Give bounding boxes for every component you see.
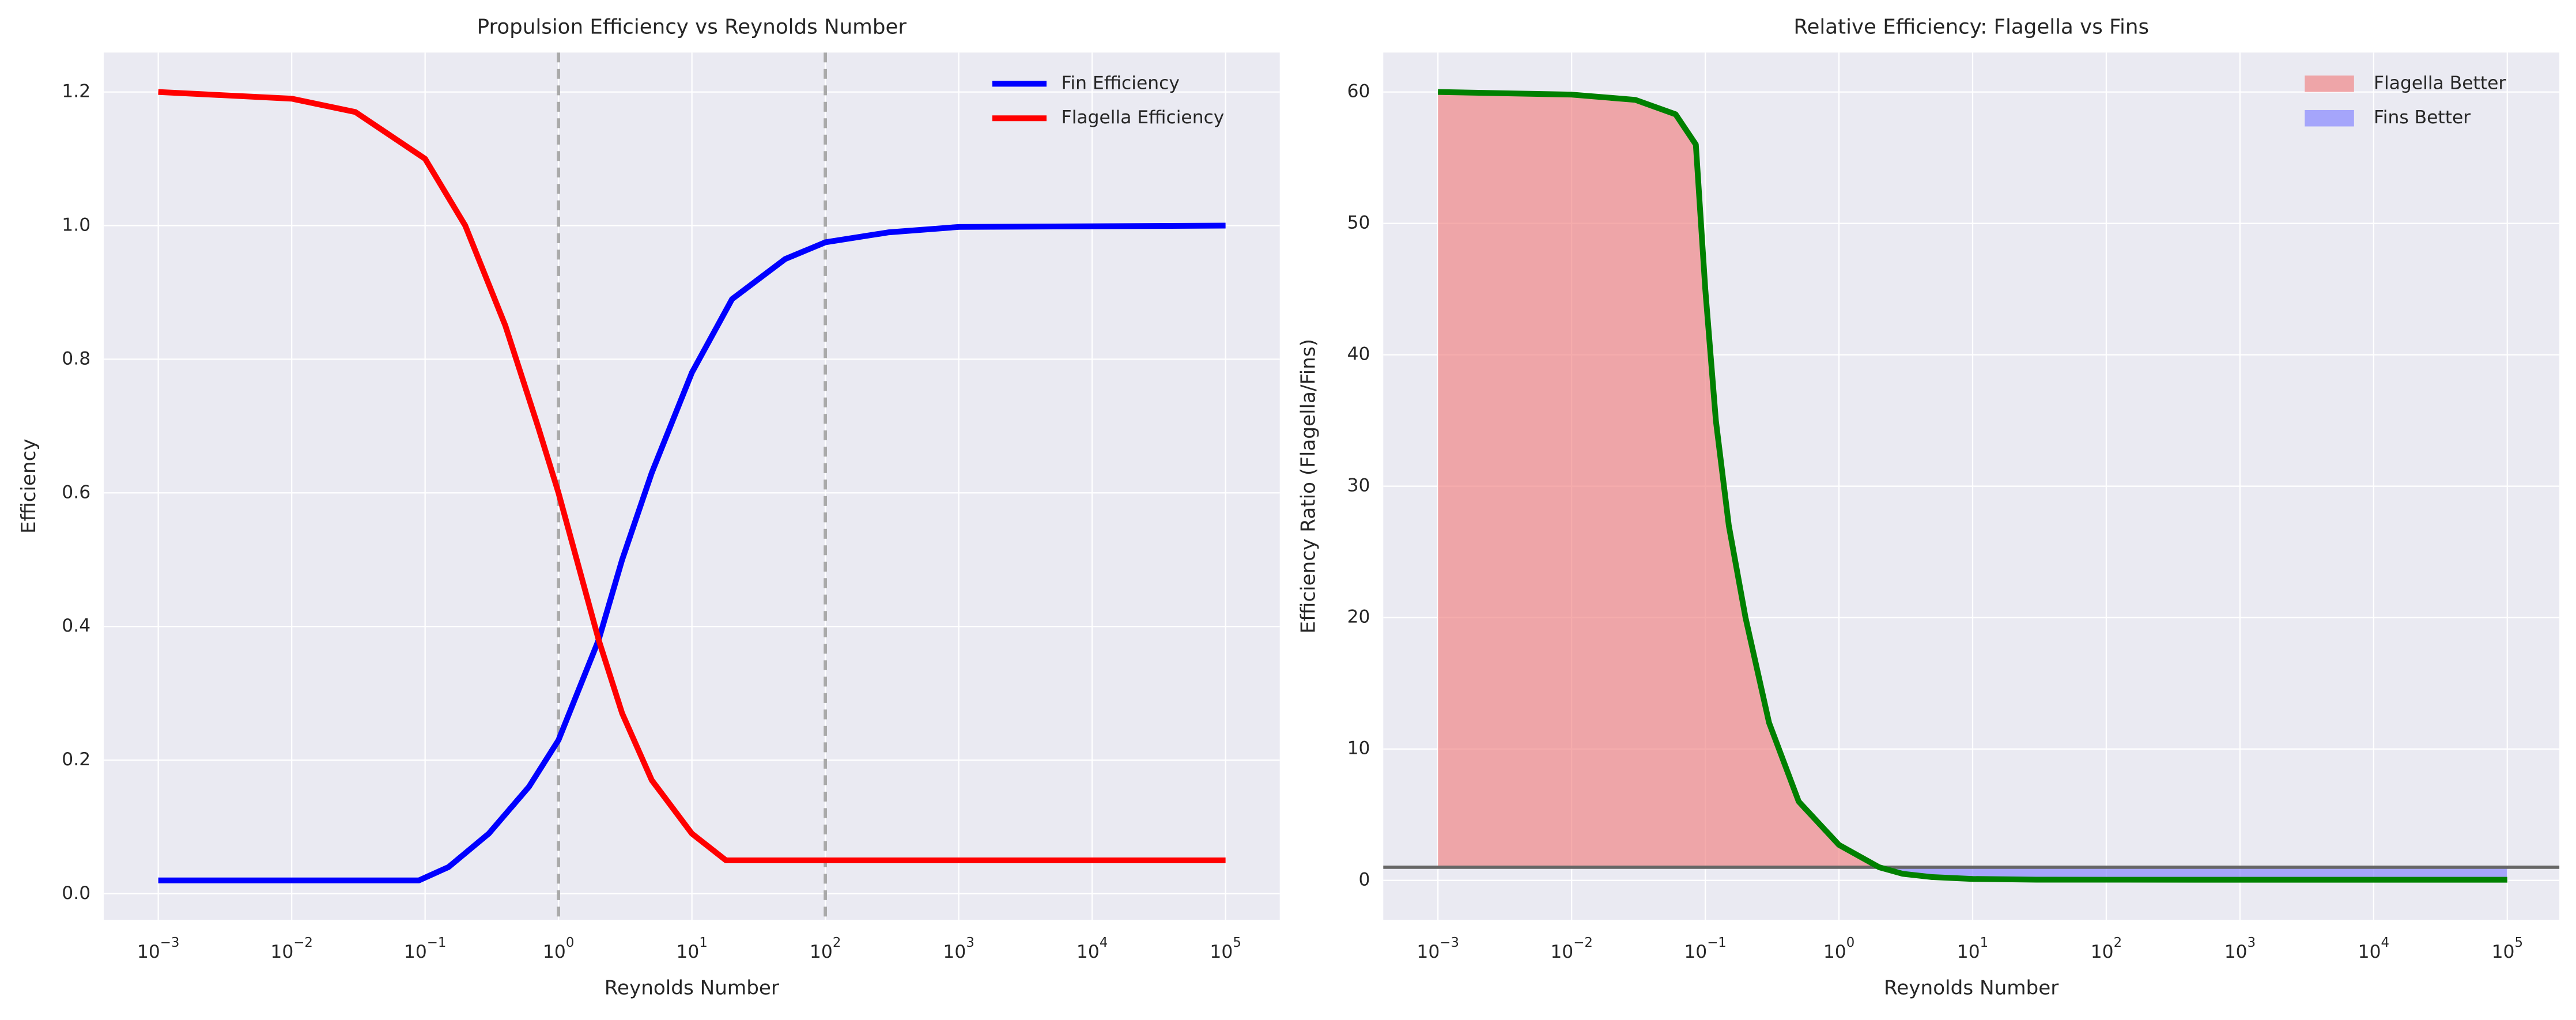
x-tick-label: 10−3 (137, 935, 180, 963)
line-series (158, 222, 1226, 883)
x-tick-label: 101 (676, 935, 707, 963)
tick-exponent: 3 (966, 935, 975, 950)
y-axis-label: Efficiency Ratio (Flagella/Fins) (1297, 339, 1320, 633)
tick-exponent: −2 (1573, 935, 1593, 950)
y-tick-label: 50 (1347, 213, 1370, 233)
x-tick-label: 102 (810, 935, 841, 963)
x-tick-label: 10−1 (1684, 935, 1726, 963)
tick-exponent: −3 (1440, 935, 1459, 950)
x-tick-label: 105 (1210, 935, 1241, 963)
y-tick-label: 0.6 (62, 482, 90, 503)
x-tick-label: 104 (1077, 935, 1108, 963)
tick-exponent: 4 (2381, 935, 2390, 950)
tick-exponent: −1 (427, 935, 447, 950)
legend-label: Flagella Efficiency (1062, 107, 1225, 128)
y-tick-label: 0 (1359, 870, 1370, 890)
x-tick-label: 100 (543, 935, 574, 963)
legend-label: Fins Better (2374, 107, 2471, 128)
tick-base: 10 (2224, 942, 2248, 962)
tick-base: 10 (137, 942, 160, 962)
tick-base: 10 (1550, 942, 1573, 962)
x-tick-label: 10−2 (1550, 935, 1593, 963)
tick-base: 10 (2492, 942, 2515, 962)
tick-base: 10 (943, 942, 966, 962)
tick-exponent: 5 (1233, 935, 1241, 950)
tick-exponent: 4 (1100, 935, 1108, 950)
tick-base: 10 (2091, 942, 2114, 962)
tick-exponent: 1 (699, 935, 708, 950)
legend-swatch (2305, 109, 2354, 127)
tick-base: 10 (1684, 942, 1707, 962)
legend-label: Fin Efficiency (1062, 73, 1180, 93)
y-tick-label: 40 (1347, 344, 1370, 365)
x-tick-label: 10−3 (1417, 935, 1459, 963)
x-tick-label: 103 (2224, 935, 2256, 963)
y-tick-label: 30 (1347, 475, 1370, 496)
tick-exponent: 5 (2515, 935, 2524, 950)
tick-base: 10 (2358, 942, 2381, 962)
y-tick-label: 20 (1347, 607, 1370, 628)
tick-base: 10 (1417, 942, 1440, 962)
x-tick-label: 10−2 (270, 935, 312, 963)
y-tick-label: 10 (1347, 738, 1370, 759)
tick-exponent: −1 (1707, 935, 1727, 950)
fill-area (1438, 867, 2507, 880)
tick-base: 10 (1210, 942, 1233, 962)
x-tick-label: 103 (943, 935, 974, 963)
x-axis-label: Reynolds Number (1884, 976, 2059, 999)
y-tick-label: 0.4 (62, 615, 90, 636)
line-series (158, 89, 1226, 863)
y-tick-label: 60 (1347, 81, 1370, 102)
x-tick-label: 104 (2358, 935, 2389, 963)
y-tick-label: 0.8 (62, 348, 90, 369)
y-tick-label: 0.0 (62, 883, 90, 904)
chart-title: Relative Efficiency: Flagella vs Fins (1793, 15, 2149, 39)
tick-base: 10 (1823, 942, 1846, 962)
x-tick-label: 101 (1957, 935, 1988, 963)
x-axis-label: Reynolds Number (605, 976, 780, 999)
y-axis-label: Efficiency (17, 439, 40, 534)
tick-base: 10 (810, 942, 833, 962)
tick-base: 10 (543, 942, 566, 962)
x-tick-label: 102 (2091, 935, 2122, 963)
legend-swatch (2305, 75, 2354, 92)
tick-exponent: −2 (293, 935, 313, 950)
x-tick-label: 10−1 (404, 935, 447, 963)
tick-exponent: −3 (160, 935, 180, 950)
tick-base: 10 (1077, 942, 1100, 962)
x-tick-label: 100 (1823, 935, 1854, 963)
tick-base: 10 (404, 942, 427, 962)
tick-base: 10 (270, 942, 293, 962)
tick-base: 10 (676, 942, 699, 962)
x-tick-label: 105 (2492, 935, 2523, 963)
chart-title: Propulsion Efficiency vs Reynolds Number (477, 15, 907, 39)
y-tick-label: 1.0 (62, 214, 90, 235)
tick-exponent: 1 (1980, 935, 1989, 950)
tick-exponent: 0 (566, 935, 575, 950)
y-tick-label: 1.2 (62, 81, 90, 102)
y-tick-label: 0.2 (62, 749, 90, 770)
tick-exponent: 2 (833, 935, 841, 950)
tick-base: 10 (1957, 942, 1980, 962)
legend-label: Flagella Better (2374, 73, 2506, 93)
fill-area (1438, 92, 2507, 867)
tick-exponent: 2 (2114, 935, 2122, 950)
tick-exponent: 3 (2248, 935, 2256, 950)
line-series (1438, 89, 2507, 883)
tick-exponent: 0 (1846, 935, 1855, 950)
